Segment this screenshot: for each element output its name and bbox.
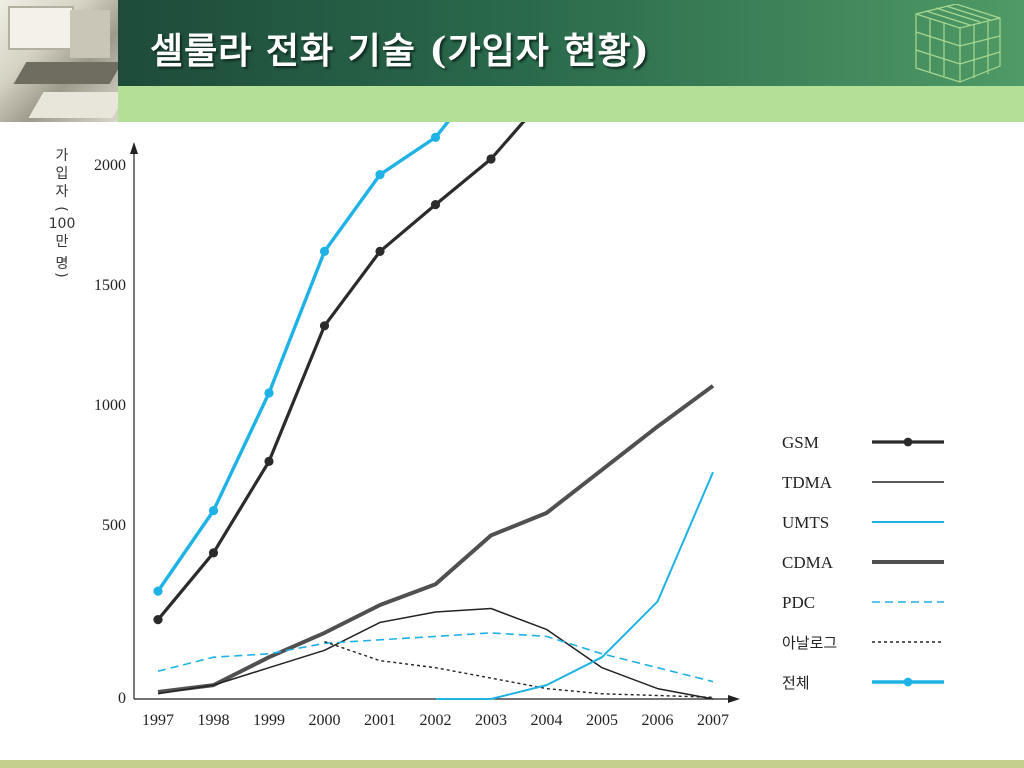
y-axis-label-part: 자 bbox=[56, 184, 69, 200]
legend-label: PDC bbox=[782, 593, 815, 612]
y-tick-label: 1000 bbox=[94, 397, 126, 414]
y-axis-label-part: 만 bbox=[56, 234, 69, 250]
computer-case-shape bbox=[70, 10, 110, 58]
data-point-gsm bbox=[375, 246, 385, 256]
monitor-shape bbox=[8, 6, 74, 50]
x-tick-labels: 1997 1998 1999 2000 2001 2002 2003 2004 2005 2006… bbox=[142, 712, 729, 729]
y-axis-label-part: ( bbox=[53, 206, 69, 211]
legend-marker-total bbox=[903, 677, 913, 687]
x-tick-label: 1999 bbox=[253, 712, 285, 729]
slide-header: 셀룰라 전화 기술 (가입자 현황) bbox=[0, 0, 1024, 122]
data-point-gsm bbox=[264, 456, 274, 466]
data-point-total bbox=[430, 132, 441, 142]
header-photo bbox=[0, 0, 118, 122]
legend-label: 전체 bbox=[782, 674, 810, 692]
y-axis-arrow-icon bbox=[130, 142, 138, 154]
data-point-gsm bbox=[208, 548, 219, 558]
y-tick-labels: 0500100015002000250030003500 bbox=[94, 157, 126, 707]
x-tick-label: 2005 bbox=[586, 712, 618, 729]
data-point-total bbox=[153, 586, 163, 596]
y-axis-label-part: 명 bbox=[56, 256, 69, 272]
data-point-total bbox=[375, 170, 385, 180]
series-line-tdma bbox=[157, 607, 714, 700]
sub-bar bbox=[118, 86, 1024, 122]
chart-axes bbox=[130, 142, 740, 703]
y-tick-label: 500 bbox=[102, 517, 126, 534]
x-tick-label: 2001 bbox=[364, 712, 396, 729]
data-point-gsm bbox=[153, 615, 163, 625]
data-point-total bbox=[319, 246, 330, 256]
title-bar bbox=[118, 0, 1024, 86]
series-line-gsm bbox=[156, 122, 526, 621]
x-axis-arrow-icon bbox=[728, 695, 740, 703]
x-tick-label: 2004 bbox=[531, 712, 563, 729]
legend-label: GSM bbox=[782, 433, 819, 452]
chart-series bbox=[153, 122, 715, 700]
data-point-total bbox=[264, 388, 274, 398]
series-line-umts bbox=[436, 471, 714, 700]
legend-label: CDMA bbox=[782, 553, 834, 572]
desk-shape bbox=[28, 92, 118, 118]
x-tick-label: 2006 bbox=[642, 712, 674, 729]
data-point-gsm bbox=[319, 321, 330, 331]
y-axis-label-part: 100 bbox=[49, 216, 76, 232]
footer-bar bbox=[0, 760, 1024, 768]
series-line-cdma bbox=[157, 384, 715, 694]
keyboard-shape bbox=[13, 62, 118, 84]
y-tick-label: 0 bbox=[118, 690, 126, 707]
series-line-total bbox=[156, 122, 450, 593]
y-axis-label-part: 가 bbox=[56, 148, 69, 164]
legend-label: TDMA bbox=[782, 473, 833, 492]
x-tick-label: 2000 bbox=[309, 712, 341, 729]
slide-title: 셀룰라 전화 기술 (가입자 현황) bbox=[150, 30, 650, 72]
data-point-gsm bbox=[430, 200, 441, 210]
legend-label: 아날로그 bbox=[782, 634, 837, 652]
data-point-total bbox=[208, 506, 219, 516]
data-point-gsm bbox=[486, 154, 496, 164]
x-tick-label: 2007 bbox=[697, 712, 729, 729]
x-tick-label: 1997 bbox=[142, 712, 174, 729]
x-tick-label: 2003 bbox=[475, 712, 507, 729]
y-tick-label: 2000 bbox=[94, 157, 126, 174]
cube-logo-icon bbox=[915, 4, 1001, 83]
y-axis-label-part: 입 bbox=[56, 166, 69, 182]
y-axis-label-part: ) bbox=[53, 272, 69, 277]
legend-label: UMTS bbox=[782, 513, 829, 532]
x-tick-label: 1998 bbox=[198, 712, 230, 729]
y-axis-label: 가입자 (100 만명) bbox=[49, 148, 76, 278]
legend-marker-gsm bbox=[903, 437, 913, 447]
y-tick-label: 1500 bbox=[94, 277, 126, 294]
series-line-pdc bbox=[157, 632, 714, 683]
series-line-analog bbox=[324, 640, 714, 698]
x-tick-label: 2002 bbox=[420, 712, 452, 729]
